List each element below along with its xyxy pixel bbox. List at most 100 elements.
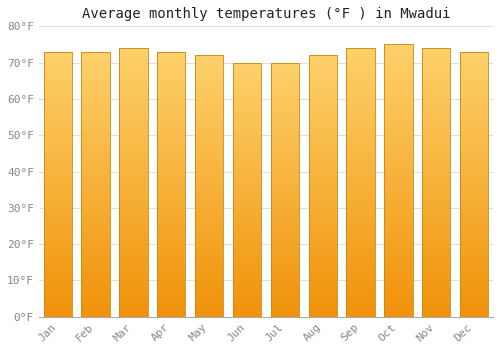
Bar bbox=[422, 155, 450, 158]
Bar bbox=[44, 153, 72, 155]
Bar bbox=[422, 196, 450, 198]
Bar bbox=[270, 141, 299, 144]
Bar bbox=[460, 123, 488, 126]
Bar bbox=[460, 251, 488, 253]
Bar bbox=[422, 59, 450, 62]
Bar bbox=[44, 91, 72, 94]
Bar bbox=[44, 296, 72, 298]
Bar bbox=[233, 167, 261, 169]
Bar bbox=[308, 97, 337, 100]
Bar bbox=[195, 309, 224, 312]
Bar bbox=[82, 221, 110, 224]
Bar bbox=[195, 121, 224, 123]
Bar bbox=[270, 98, 299, 101]
Bar bbox=[195, 283, 224, 286]
Bar bbox=[82, 264, 110, 266]
Bar bbox=[157, 288, 186, 290]
Bar bbox=[422, 161, 450, 163]
Bar bbox=[157, 184, 186, 187]
Bar bbox=[157, 139, 186, 142]
Bar bbox=[44, 264, 72, 266]
Bar bbox=[270, 78, 299, 80]
Bar bbox=[270, 251, 299, 253]
Bar bbox=[270, 276, 299, 279]
Bar bbox=[233, 274, 261, 276]
Bar bbox=[195, 207, 224, 210]
Bar bbox=[346, 217, 375, 220]
Bar bbox=[460, 219, 488, 221]
Bar bbox=[460, 52, 488, 54]
Bar bbox=[346, 110, 375, 113]
Bar bbox=[460, 187, 488, 190]
Bar bbox=[270, 126, 299, 129]
Bar bbox=[460, 81, 488, 84]
Bar bbox=[270, 264, 299, 266]
Bar bbox=[82, 166, 110, 168]
Bar bbox=[384, 232, 412, 235]
Bar bbox=[270, 205, 299, 208]
Bar bbox=[195, 194, 224, 197]
Bar bbox=[308, 204, 337, 207]
Bar bbox=[233, 299, 261, 302]
Bar bbox=[460, 229, 488, 232]
Bar bbox=[422, 158, 450, 161]
Bar bbox=[270, 162, 299, 164]
Bar bbox=[157, 216, 186, 219]
Bar bbox=[384, 300, 412, 303]
Bar bbox=[82, 280, 110, 282]
Bar bbox=[233, 141, 261, 144]
Bar bbox=[157, 197, 186, 200]
Bar bbox=[82, 240, 110, 243]
Bar bbox=[119, 102, 148, 105]
Bar bbox=[460, 54, 488, 57]
Bar bbox=[119, 155, 148, 158]
Bar bbox=[346, 174, 375, 177]
Bar bbox=[384, 262, 412, 265]
Bar bbox=[422, 163, 450, 166]
Bar bbox=[422, 72, 450, 75]
Bar bbox=[308, 231, 337, 233]
Bar bbox=[308, 186, 337, 189]
Bar bbox=[233, 96, 261, 98]
Bar bbox=[119, 247, 148, 250]
Bar bbox=[157, 107, 186, 110]
Bar bbox=[119, 301, 148, 303]
Bar bbox=[119, 83, 148, 86]
Bar bbox=[270, 212, 299, 215]
Bar bbox=[195, 251, 224, 254]
Bar bbox=[119, 231, 148, 233]
Bar bbox=[308, 113, 337, 116]
Bar bbox=[346, 274, 375, 276]
Bar bbox=[233, 302, 261, 304]
Bar bbox=[157, 192, 186, 195]
Bar bbox=[308, 128, 337, 131]
Bar bbox=[44, 232, 72, 234]
Bar bbox=[157, 171, 186, 174]
Bar bbox=[44, 62, 72, 65]
Bar bbox=[308, 244, 337, 246]
Bar bbox=[82, 102, 110, 105]
Bar bbox=[422, 172, 450, 174]
Bar bbox=[82, 62, 110, 65]
Bar bbox=[233, 147, 261, 149]
Bar bbox=[195, 165, 224, 168]
Bar bbox=[384, 205, 412, 208]
Bar bbox=[422, 48, 450, 317]
Bar bbox=[233, 202, 261, 205]
Bar bbox=[82, 269, 110, 272]
Bar bbox=[460, 57, 488, 60]
Bar bbox=[270, 177, 299, 180]
Bar bbox=[346, 268, 375, 271]
Bar bbox=[270, 197, 299, 200]
Bar bbox=[233, 169, 261, 172]
Bar bbox=[384, 271, 412, 273]
Bar bbox=[119, 287, 148, 290]
Bar bbox=[157, 182, 186, 184]
Bar bbox=[233, 271, 261, 274]
Bar bbox=[82, 99, 110, 102]
Bar bbox=[270, 281, 299, 284]
Bar bbox=[346, 244, 375, 247]
Bar bbox=[44, 190, 72, 192]
Bar bbox=[44, 145, 72, 147]
Bar bbox=[157, 54, 186, 57]
